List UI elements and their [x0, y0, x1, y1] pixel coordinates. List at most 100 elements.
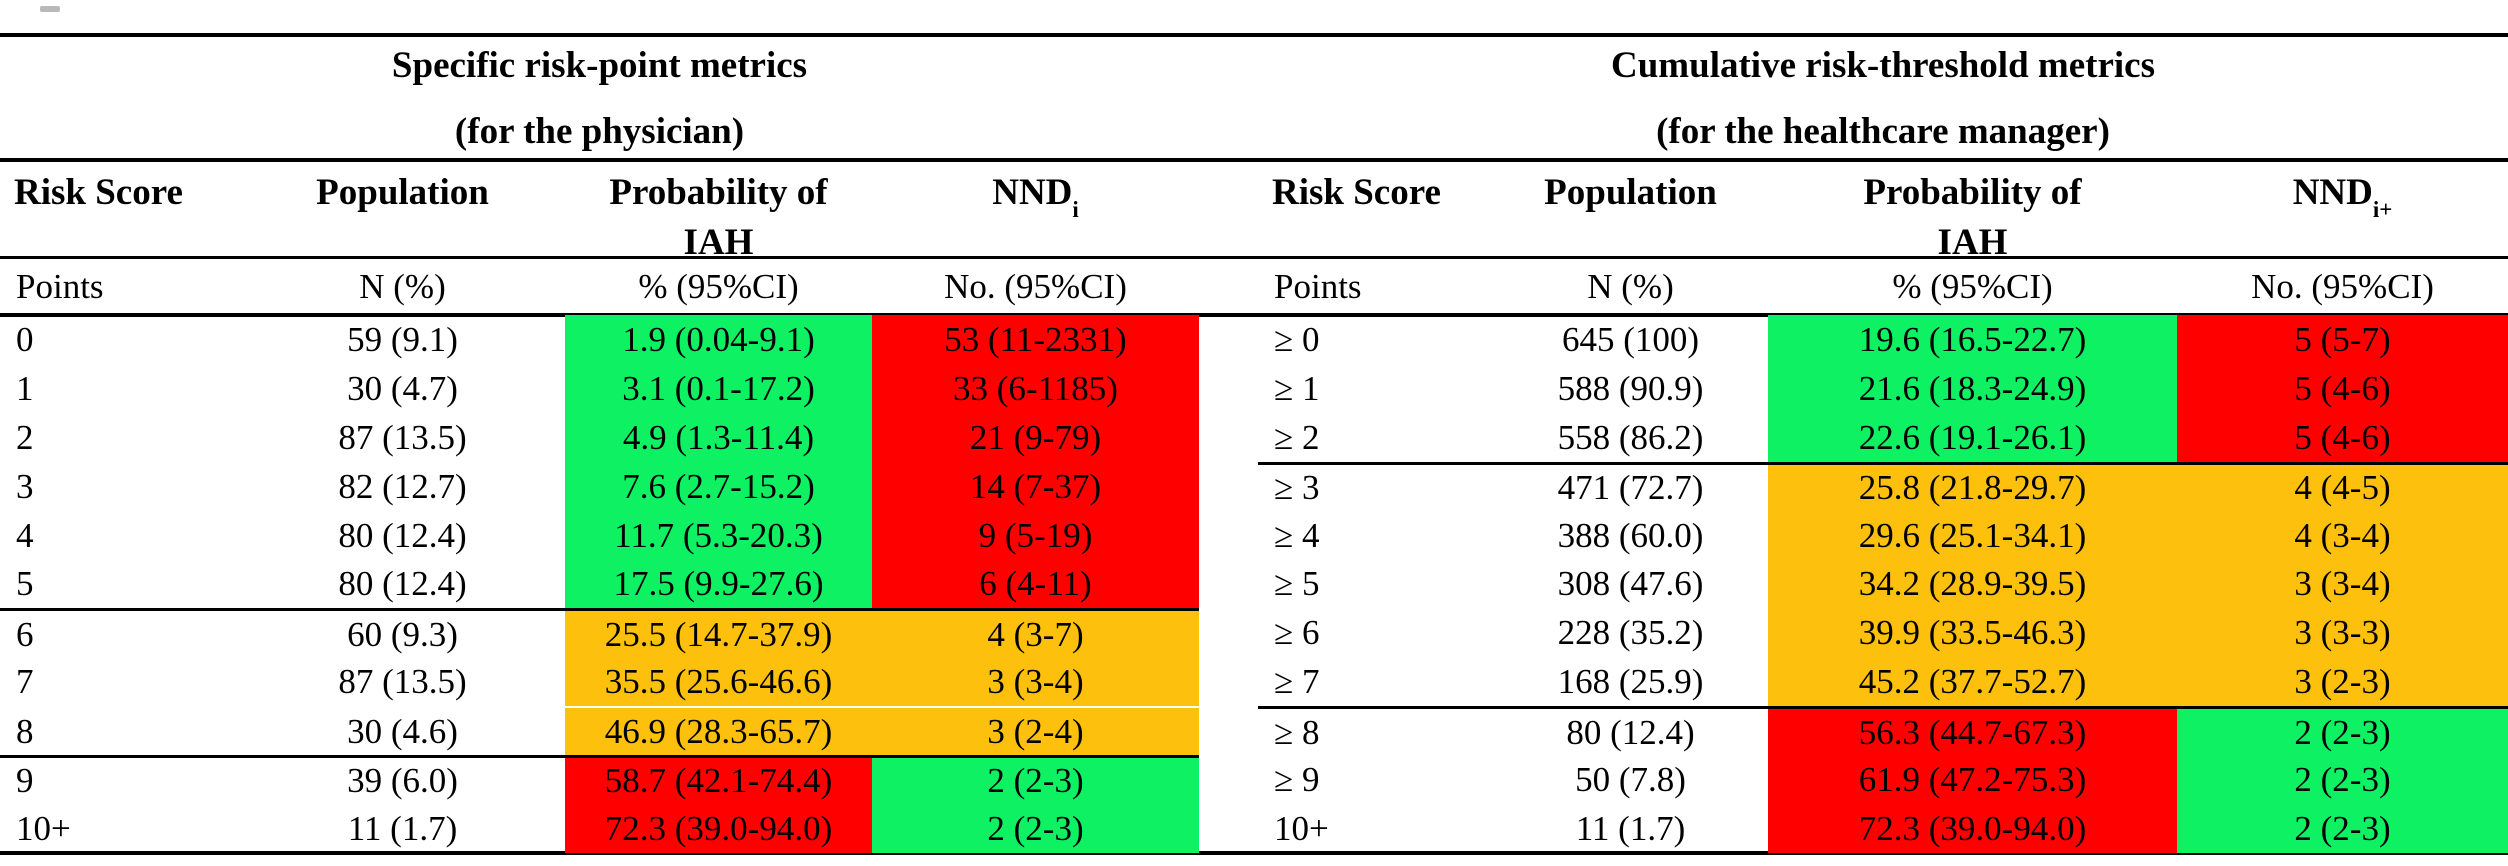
table-row: ≥ 4 388 (60.0) 29.6 (25.1-34.1) 4 (3-4): [1258, 510, 2508, 560]
risk-score-cell: 1: [16, 368, 34, 408]
risk-score-cell: ≥ 2: [1274, 417, 1320, 457]
column-header-probability: Probability of IAH: [565, 160, 872, 263]
probability-cell: 1.9 (0.04-9.1): [565, 315, 872, 364]
column-header-population: Population: [1544, 172, 1717, 213]
population-cell: 82 (12.7): [338, 466, 467, 506]
column-header-nnd: NNDi: [872, 160, 1199, 258]
nnd-cell: 14 (7-37): [872, 461, 1199, 511]
population-cell: 30 (4.6): [347, 712, 458, 752]
nnd-label: NND: [992, 172, 1073, 213]
left-rows: 0 59 (9.1) 1.9 (0.04-9.1) 53 (11-2331) 1 30 (…: [0, 315, 1199, 853]
column-header-population: Population: [316, 172, 489, 213]
population-cell: 80 (12.4): [1566, 712, 1695, 752]
column-header-risk-score: Risk Score: [1272, 172, 1441, 213]
risk-score-cell: 5: [16, 564, 34, 604]
right-title-block: Cumulative risk-threshold metrics (for t…: [1258, 35, 2508, 160]
unit-header-n-percent: N (%): [359, 266, 446, 306]
nnd-cell: 2 (2-3): [2177, 803, 2508, 853]
rule-below-units: [0, 313, 2508, 317]
table-row: ≥ 0 645 (100) 19.6 (16.5-22.7) 5 (5-7): [1258, 315, 2508, 364]
specific-risk-table: Specific risk-point metrics (for the phy…: [0, 35, 1199, 853]
unit-header-points: Points: [16, 266, 104, 306]
table-row: 9 39 (6.0) 58.7 (42.1-74.4) 2 (2-3): [0, 755, 1199, 804]
table-row: ≥ 9 50 (7.8) 61.9 (47.2-75.3) 2 (2-3): [1258, 755, 2508, 804]
probability-cell: 25.8 (21.8-29.7): [1768, 464, 2177, 511]
probability-cell: 4.9 (1.3-11.4): [565, 412, 872, 462]
probability-cell: 39.9 (33.5-46.3): [1768, 608, 2177, 658]
probability-cell: 19.6 (16.5-22.7): [1768, 315, 2177, 364]
table-row: ≥ 7 168 (25.9) 45.2 (37.7-52.7) 3 (2-3): [1258, 657, 2508, 707]
risk-score-cell: 6: [16, 614, 34, 654]
risk-score-cell: ≥ 3: [1274, 468, 1320, 508]
unit-header-points: Points: [1274, 266, 1362, 306]
table-top-rule: [0, 33, 2508, 37]
table-subtitle: (for the healthcare manager): [1656, 111, 2110, 152]
population-cell: 308 (47.6): [1557, 564, 1704, 604]
left-header-row: Risk Score Population Probability of IAH…: [0, 160, 1199, 263]
risk-score-cell: ≥ 9: [1274, 759, 1320, 799]
risk-score-cell: 0: [16, 319, 34, 359]
probability-cell: 34.2 (28.9-39.5): [1768, 559, 2177, 609]
probability-header-line1: Probability of: [1863, 172, 2082, 213]
table-title: Specific risk-point metrics: [391, 45, 808, 86]
table-row: ≥ 5 308 (47.6) 34.2 (28.9-39.5) 3 (3-4): [1258, 559, 2508, 609]
risk-score-cell: 3: [16, 466, 34, 506]
population-cell: 87 (13.5): [338, 662, 467, 702]
risk-score-cell: 2: [16, 417, 34, 457]
population-cell: 228 (35.2): [1557, 613, 1704, 653]
table-row: ≥ 8 80 (12.4) 56.3 (44.7-67.3) 2 (2-3): [1258, 706, 2508, 756]
nnd-cell: 9 (5-19): [872, 510, 1199, 560]
risk-score-cell: ≥ 1: [1274, 368, 1320, 408]
table-row: ≥ 2 558 (86.2) 22.6 (19.1-26.1) 5 (4-6): [1258, 412, 2508, 462]
table-row: ≥ 1 588 (90.9) 21.6 (18.3-24.9) 5 (4-6): [1258, 363, 2508, 413]
table-row: 2 87 (13.5) 4.9 (1.3-11.4) 21 (9-79): [0, 412, 1199, 462]
table-row: 10+ 11 (1.7) 72.3 (39.0-94.0) 2 (2-3): [1258, 803, 2508, 853]
population-cell: 80 (12.4): [338, 515, 467, 555]
population-cell: 168 (25.9): [1557, 662, 1704, 702]
right-units-row: Points N (%) % (95%CI) No. (95%CI): [1258, 258, 2508, 315]
table-subtitle: (for the physician): [454, 111, 745, 152]
probability-cell: 29.6 (25.1-34.1): [1768, 510, 2177, 560]
nnd-cell: 6 (4-11): [872, 559, 1199, 609]
page-corner-mark: [40, 6, 60, 12]
risk-score-cell: ≥ 8: [1274, 712, 1320, 752]
population-cell: 471 (72.7): [1557, 468, 1704, 508]
population-cell: 59 (9.1): [347, 319, 458, 359]
table-bottom-rule: [0, 851, 2508, 855]
population-cell: 87 (13.5): [338, 417, 467, 457]
nnd-cell: 2 (2-3): [872, 803, 1199, 853]
population-cell: 50 (7.8): [1575, 759, 1686, 799]
probability-cell: 25.5 (14.7-37.9): [565, 611, 872, 658]
rule-below-titles: [0, 158, 2508, 162]
column-header-risk-score: Risk Score: [14, 172, 183, 213]
table-row: 8 30 (4.6) 46.9 (28.3-65.7) 3 (2-4): [0, 706, 1199, 756]
table-row: 4 80 (12.4) 11.7 (5.3-20.3) 9 (5-19): [0, 510, 1199, 560]
nnd-label: NND: [2292, 172, 2373, 213]
nnd-cell: 3 (3-3): [2177, 608, 2508, 658]
nnd-cell: 3 (2-3): [2177, 657, 2508, 707]
nnd-cell: 4 (4-5): [2177, 464, 2508, 511]
nnd-cell: 3 (2-4): [872, 708, 1199, 756]
table-row: ≥ 6 228 (35.2) 39.9 (33.5-46.3) 3 (3-3): [1258, 608, 2508, 658]
nnd-cell: 5 (4-6): [2177, 363, 2508, 413]
probability-cell: 11.7 (5.3-20.3): [565, 510, 872, 560]
probability-cell: 17.5 (9.9-27.6): [565, 559, 872, 609]
unit-header-no-ci: No. (95%CI): [944, 266, 1127, 306]
risk-score-cell: 10+: [16, 808, 71, 848]
risk-score-cell: ≥ 4: [1274, 515, 1320, 555]
unit-header-percent-ci: % (95%CI): [1892, 266, 2053, 306]
probability-header-line2: IAH: [1937, 221, 2008, 263]
nnd-cell: 3 (3-4): [2177, 559, 2508, 609]
probability-cell: 58.7 (42.1-74.4): [565, 758, 872, 804]
probability-cell: 72.3 (39.0-94.0): [1768, 803, 2177, 853]
population-cell: 645 (100): [1561, 319, 1700, 359]
population-cell: 588 (90.9): [1557, 368, 1704, 408]
probability-cell: 3.1 (0.1-17.2): [565, 363, 872, 413]
left-title-block: Specific risk-point metrics (for the phy…: [0, 35, 1199, 160]
left-units-row: Points N (%) % (95%CI) No. (95%CI): [0, 258, 1199, 315]
probability-cell: 45.2 (37.7-52.7): [1768, 657, 2177, 707]
population-cell: 30 (4.7): [347, 368, 458, 408]
unit-header-percent-ci: % (95%CI): [638, 266, 799, 306]
nnd-cell: 5 (4-6): [2177, 412, 2508, 462]
risk-score-cell: 10+: [1274, 808, 1329, 848]
